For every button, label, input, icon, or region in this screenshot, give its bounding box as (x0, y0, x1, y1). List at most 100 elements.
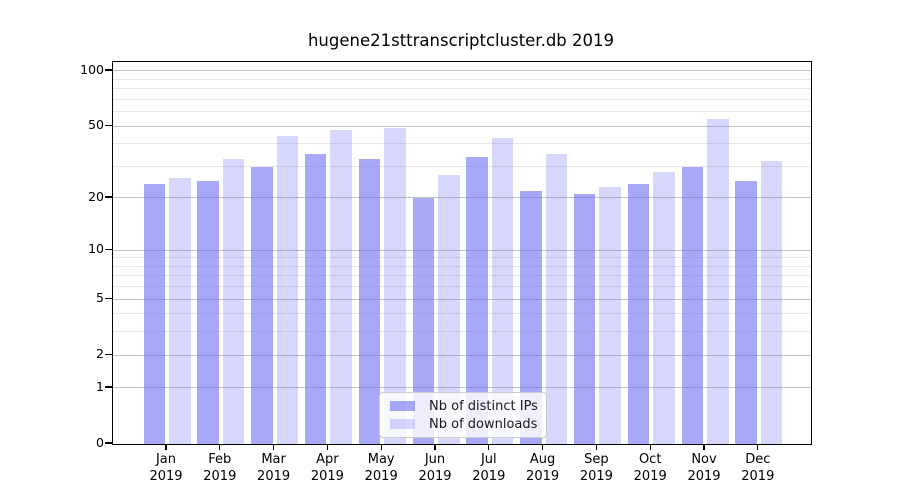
legend-item-downloads: Nb of downloads (390, 415, 538, 433)
bar-distinct-ips-nov (681, 166, 703, 444)
x-tick-month: Jan (155, 452, 177, 467)
bar-downloads-oct (653, 171, 675, 444)
x-tick-year: 2019 (741, 469, 775, 484)
bar-downloads-jul (491, 138, 514, 444)
gridline-major (113, 298, 811, 300)
x-tick-label: Jul 2019 (462, 451, 516, 485)
x-tick-label: Dec 2019 (731, 451, 785, 485)
bar-distinct-ips-dec (735, 180, 757, 444)
gridline-minor (113, 143, 811, 145)
gridline-major (113, 125, 811, 127)
x-tick-mark (273, 444, 275, 451)
x-tick-year: 2019 (364, 469, 398, 484)
x-tick-label: Jun 2019 (408, 451, 462, 485)
bar-downloads-feb (222, 159, 245, 444)
x-tick-mark (488, 444, 490, 451)
gridline-minor (113, 165, 811, 167)
x-tick-month: Aug (529, 452, 556, 467)
gridline-major (113, 354, 811, 356)
x-tick-mark (649, 444, 651, 451)
x-tick-label: Mar 2019 (247, 451, 301, 485)
x-tick-month: Feb (208, 452, 232, 467)
x-tick-month: Oct (638, 452, 662, 467)
x-tick-label: May 2019 (354, 451, 408, 485)
y-tick-mark (105, 442, 112, 444)
bar-downloads-jan (169, 177, 191, 444)
y-tick-label: 50 (88, 117, 104, 133)
x-tick-mark (434, 444, 436, 451)
bar-downloads-apr (330, 129, 352, 444)
x-tick-label: Aug 2019 (516, 451, 570, 485)
x-tick-label: Oct 2019 (623, 451, 677, 485)
x-tick-mark (542, 444, 544, 451)
legend-label-downloads: Nb of downloads (429, 416, 538, 432)
gridline-major (113, 70, 811, 72)
gridline-minor (113, 331, 811, 333)
y-tick-label: 5 (96, 290, 104, 306)
chart-title: hugene21sttranscriptcluster.db 2019 (307, 31, 615, 50)
gridline-minor (113, 78, 811, 80)
x-tick-year: 2019 (203, 469, 237, 484)
bar-distinct-ips-aug (520, 190, 542, 444)
bar-distinct-ips-mar (251, 166, 273, 444)
bar-distinct-ips-jun (412, 197, 434, 444)
x-tick-label: Apr 2019 (300, 451, 354, 485)
x-tick-month: Jun (424, 452, 446, 467)
x-tick-mark (380, 444, 382, 451)
x-tick-year: 2019 (257, 469, 291, 484)
x-tick-month: Sep (584, 452, 609, 467)
x-tick-mark (219, 444, 221, 451)
x-tick-year: 2019 (633, 469, 667, 484)
x-tick-year: 2019 (310, 469, 344, 484)
x-tick-month: Dec (745, 452, 771, 467)
x-tick-mark (703, 444, 705, 451)
y-tick-label: 20 (88, 188, 104, 204)
x-tick-label: Feb 2019 (193, 451, 247, 485)
gridline-minor (113, 313, 811, 315)
y-tick-label: 100 (80, 61, 104, 77)
y-tick-mark (105, 353, 112, 355)
gridline-minor (113, 265, 811, 267)
gridline-major (113, 387, 811, 389)
x-tick-month: Apr (316, 452, 339, 467)
bar-distinct-ips-apr (304, 154, 327, 444)
legend-item-distinct-ips: Nb of distinct IPs (390, 397, 538, 415)
bar-distinct-ips-oct (627, 183, 650, 444)
y-tick-mark (105, 386, 112, 388)
x-tick-mark (595, 444, 597, 451)
gridline-minor (113, 286, 811, 288)
x-tick-mark (326, 444, 328, 451)
x-tick-year: 2019 (149, 469, 183, 484)
x-tick-year: 2019 (579, 469, 613, 484)
y-tick-label: 1 (96, 378, 104, 394)
legend-swatch-distinct-ips (390, 401, 415, 411)
x-tick-year: 2019 (526, 469, 560, 484)
bar-downloads-dec (760, 161, 783, 444)
x-tick-mark (165, 444, 167, 451)
gridline-major (113, 197, 811, 199)
y-tick-label: 2 (96, 346, 104, 362)
x-tick-year: 2019 (687, 469, 721, 484)
legend: Nb of distinct IPs Nb of downloads (379, 392, 547, 438)
x-tick-year: 2019 (418, 469, 452, 484)
bar-distinct-ips-may (358, 159, 381, 444)
x-tick-label: Nov 2019 (677, 451, 731, 485)
x-tick-label: Jan 2019 (139, 451, 193, 485)
gridline-major (113, 249, 811, 251)
legend-label-distinct-ips: Nb of distinct IPs (429, 398, 538, 414)
bar-downloads-may (384, 127, 406, 444)
bar-distinct-ips-sep (573, 194, 596, 444)
plot-area (112, 61, 812, 445)
y-tick-mark (105, 69, 112, 71)
gridline-minor (113, 111, 811, 113)
bar-distinct-ips-jan (143, 183, 165, 444)
legend-swatch-downloads (390, 419, 415, 429)
gridline-minor (113, 88, 811, 90)
y-tick-label: 0 (96, 435, 104, 450)
bar-downloads-sep (599, 187, 621, 444)
x-tick-label: Sep 2019 (569, 451, 623, 485)
x-tick-month: May (367, 452, 395, 467)
gridline-minor (113, 257, 811, 259)
x-tick-month: Mar (261, 452, 286, 467)
